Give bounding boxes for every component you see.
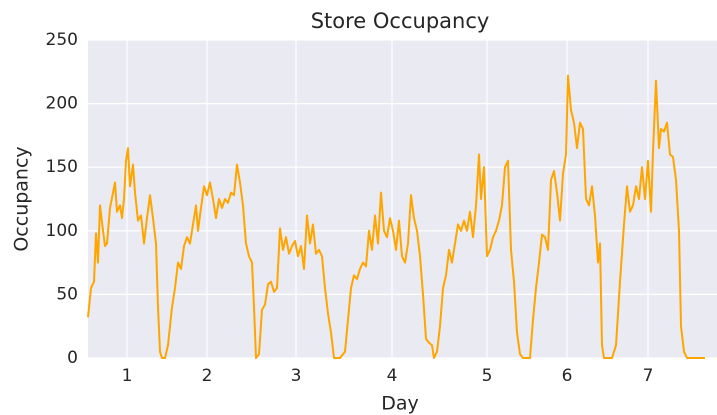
y-tick-label: 0 bbox=[67, 348, 78, 368]
x-tick-label: 5 bbox=[482, 366, 493, 386]
y-tick-label: 150 bbox=[46, 157, 78, 177]
y-tick-label: 100 bbox=[46, 221, 78, 241]
x-tick-label: 4 bbox=[387, 366, 398, 386]
marks bbox=[87, 74, 705, 359]
y-tick-label: 50 bbox=[56, 284, 78, 304]
y-axis-label: Occupancy bbox=[11, 146, 33, 251]
x-tick-label: 2 bbox=[202, 366, 213, 386]
data-line bbox=[87, 74, 705, 359]
x-tick-label: 6 bbox=[562, 366, 573, 386]
x-tick-label: 1 bbox=[122, 366, 133, 386]
y-tick-label: 250 bbox=[46, 30, 78, 50]
x-tick-label: 3 bbox=[291, 366, 302, 386]
x-tick-label: 7 bbox=[643, 366, 654, 386]
x-axis-label: Day bbox=[381, 393, 419, 415]
plot-background bbox=[88, 40, 717, 358]
y-tick-label: 200 bbox=[46, 94, 78, 114]
chart-title: Store Occupancy bbox=[311, 9, 490, 33]
